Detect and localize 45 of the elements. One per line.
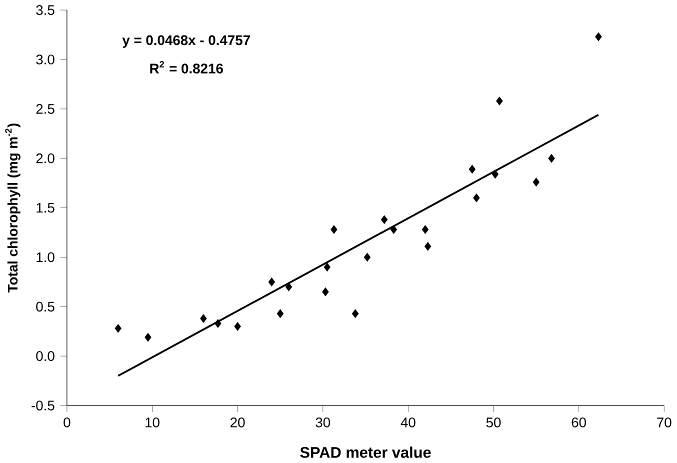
point	[285, 282, 292, 292]
point	[352, 309, 359, 318]
y-tick-label: 3.5	[36, 5, 54, 15]
point	[324, 262, 330, 272]
x-tick-label: 70	[657, 418, 672, 428]
point	[473, 194, 480, 202]
point	[468, 164, 476, 174]
y-tick-label: 1.0	[36, 252, 54, 262]
point	[322, 288, 329, 296]
point	[268, 278, 276, 286]
y-tick-label: 3.0	[36, 54, 54, 64]
point	[114, 324, 122, 333]
point	[424, 242, 432, 251]
annotation: y = 0.0468x - 0.4757	[122, 35, 250, 48]
point	[532, 178, 540, 186]
point	[390, 225, 398, 234]
point	[330, 225, 338, 234]
x-tick-label: 40	[400, 418, 416, 428]
point	[364, 252, 371, 262]
point	[492, 170, 499, 178]
y-tick-label: 0.5	[36, 302, 54, 312]
y-tick-label: 2.0	[36, 153, 54, 164]
x-tick-label: 0	[64, 418, 70, 428]
x-tick-label: 30	[316, 418, 330, 428]
point	[144, 332, 152, 342]
y-tick-label: 0.0	[36, 351, 54, 362]
annotation: R$^{2}$ = 0.8216	[150, 60, 223, 74]
y-tick-label: 2.5	[36, 104, 54, 114]
x-tick-label: 20	[230, 418, 245, 428]
y-tick-label: 1.5	[36, 202, 54, 213]
point	[234, 322, 241, 331]
point	[214, 319, 222, 328]
x-axis-title: SPAD meter value	[300, 446, 431, 458]
point	[595, 32, 602, 42]
point	[548, 154, 555, 163]
x-tick-label: 50	[486, 418, 501, 428]
point	[496, 96, 503, 106]
x-tick-label: 60	[572, 418, 586, 428]
point	[276, 309, 284, 318]
point	[380, 215, 388, 224]
point	[200, 314, 207, 323]
x-tick-label: 10	[146, 418, 160, 428]
y-tick-label: -0.5	[32, 400, 54, 410]
point	[422, 225, 429, 234]
y-axis-title: Total chlorophyll (mg m$^{-2}$)	[5, 124, 20, 293]
